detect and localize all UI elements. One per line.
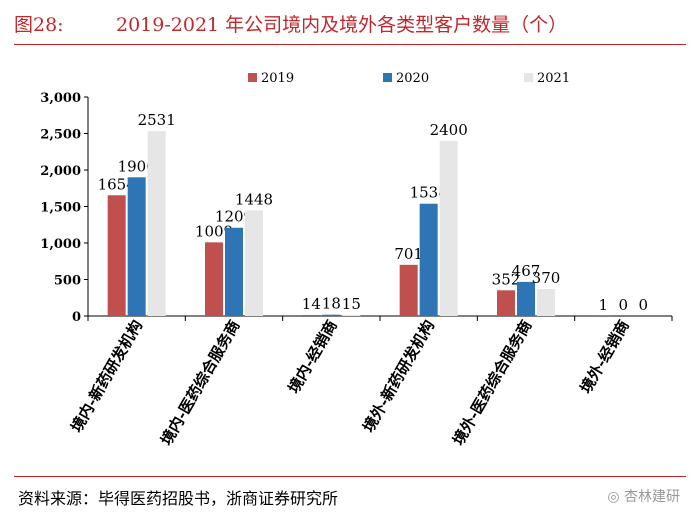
bar	[225, 227, 243, 316]
bar	[497, 290, 515, 316]
source-note: 资料来源：毕得医药招股书，浙商证券研究所	[18, 489, 339, 508]
figure-number: 图28:	[14, 14, 64, 36]
data-label: 701	[394, 245, 423, 263]
bar	[537, 288, 555, 316]
bar	[517, 281, 535, 316]
category-label: 境内-医药综合服务商	[157, 317, 243, 448]
data-label: 1448	[235, 190, 273, 208]
data-label: 14	[302, 295, 321, 313]
legend-label: 2021	[537, 71, 570, 86]
legend-swatch	[383, 73, 392, 82]
watermark-text: 杏林建研	[624, 489, 680, 505]
bar	[147, 131, 166, 316]
bar	[439, 140, 458, 316]
legend-label: 2020	[396, 71, 429, 86]
data-label: 1900	[118, 157, 156, 175]
y-tick-label: 1,000	[40, 237, 81, 252]
bar	[107, 195, 126, 316]
category-label: 境内-经销商	[285, 317, 341, 396]
data-label: 0	[639, 296, 649, 314]
data-label: 467	[512, 262, 541, 280]
legend-label: 2019	[261, 71, 294, 86]
data-label: 1654	[98, 175, 136, 193]
wechat-icon: ◎	[607, 489, 620, 505]
bar	[245, 210, 263, 316]
data-label: 1538	[410, 184, 448, 202]
bar	[302, 314, 321, 316]
bar	[419, 203, 438, 316]
source-divider	[14, 476, 686, 477]
y-tick-label: 2,500	[40, 128, 81, 143]
watermark: ◎ 杏林建研	[607, 486, 680, 506]
category-label: 境外-新药研发机构	[359, 317, 438, 435]
y-tick-label: 1,500	[40, 201, 81, 216]
title-divider	[14, 44, 686, 45]
data-label: 370	[532, 269, 561, 287]
data-label: 1209	[215, 208, 253, 226]
bar	[205, 242, 223, 316]
category-label: 境外-经销商	[577, 317, 633, 396]
data-label: 1	[599, 296, 609, 314]
bar	[127, 177, 146, 316]
bar	[322, 314, 341, 316]
data-label: 2400	[430, 121, 468, 139]
y-tick-label: 0	[72, 310, 81, 325]
y-tick-label: 2,000	[40, 164, 81, 179]
data-label: 18	[322, 295, 341, 313]
data-label: 1009	[195, 222, 233, 240]
data-label: 352	[492, 270, 521, 288]
legend-swatch	[248, 73, 257, 82]
legend-swatch	[524, 73, 533, 82]
data-label: 0	[619, 296, 629, 314]
data-label: 2531	[138, 111, 176, 129]
y-tick-label: 500	[54, 274, 81, 289]
category-label: 境外-医药综合服务商	[449, 317, 535, 448]
bar	[399, 264, 418, 316]
figure-title: 2019-2021 年公司境内及境外各类型客户数量（个）	[116, 14, 568, 36]
figure-title-bar: 图28: 2019-2021 年公司境内及境外各类型客户数量（个）	[14, 6, 686, 40]
y-tick-label: 3,000	[40, 91, 81, 106]
data-label: 15	[342, 295, 361, 313]
category-label: 境内-新药研发机构	[67, 317, 146, 435]
bar	[342, 314, 361, 316]
